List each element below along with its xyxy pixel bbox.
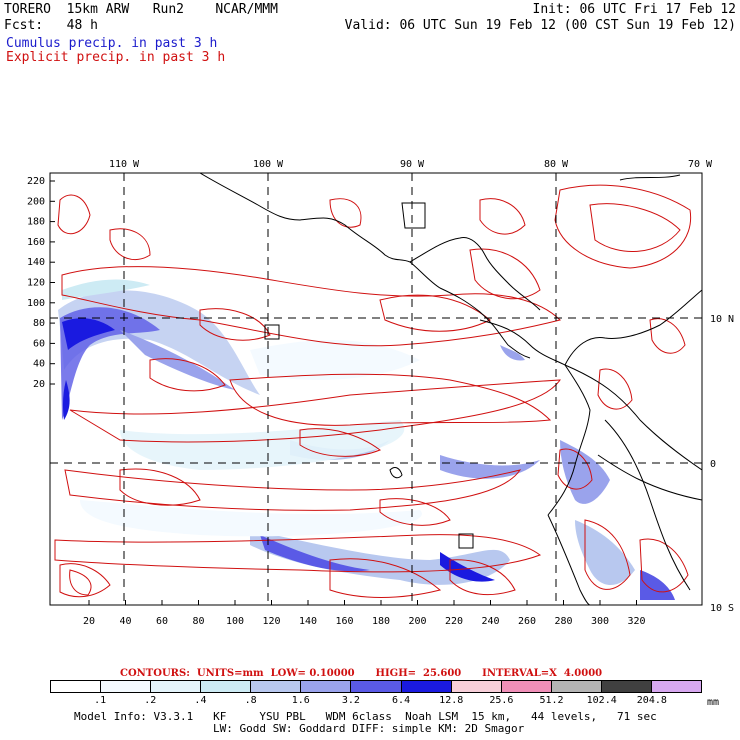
y-tick-label: 40 <box>33 359 45 370</box>
y-tick-label: 120 <box>27 278 45 289</box>
color-bar-segment <box>501 681 552 692</box>
x-tick-label: 180 <box>372 616 390 627</box>
color-bar-segment <box>401 681 452 692</box>
lat-label: 0 <box>710 459 716 470</box>
x-tick-label: 260 <box>518 616 536 627</box>
init-time: Init: 06 UTC Fri 17 Feb 12 <box>532 2 737 17</box>
y-tick-label: 60 <box>33 338 45 349</box>
y-tick-label: 20 <box>33 379 45 390</box>
plot-frame <box>49 172 703 606</box>
color-bar-segment <box>451 681 502 692</box>
color-bar-label: 102.4 <box>586 695 617 706</box>
color-bar-label: 25.6 <box>489 695 514 706</box>
valid-time: Valid: 06 UTC Sun 19 Feb 12 (00 CST Sun … <box>344 18 736 33</box>
y-tick-label: 100 <box>27 298 45 309</box>
x-tick-label: 100 <box>226 616 244 627</box>
y-tick-label: 200 <box>27 196 45 207</box>
y-tick-label: 180 <box>27 217 45 228</box>
cumulus-label: Cumulus precip. in past 3 h <box>6 36 218 51</box>
lon-label: 90 W <box>400 159 425 170</box>
x-tick-label: 220 <box>445 616 463 627</box>
y-axis-ticks: 220 200 180 160 140 120 100 80 60 40 20 <box>27 176 55 390</box>
color-bar-label: 12.8 <box>439 695 464 706</box>
color-bar-segment <box>101 681 152 692</box>
y-tick-label: 80 <box>33 318 45 329</box>
station-box <box>264 324 280 340</box>
color-bar-segment <box>201 681 252 692</box>
x-tick-label: 140 <box>299 616 317 627</box>
color-bar-label: .1 <box>94 695 107 706</box>
x-tick-label: 60 <box>156 616 168 627</box>
lon-label: 110 W <box>109 159 140 170</box>
color-bar-segment <box>51 681 102 692</box>
model-info-line2: LW: Godd SW: Goddard DIFF: simple KM: 2D… <box>213 722 525 735</box>
lon-label: 70 W <box>688 159 713 170</box>
color-bar-label: 6.4 <box>392 695 411 706</box>
color-bar-segment <box>351 681 402 692</box>
color-bar-label: .8 <box>244 695 257 706</box>
lat-label: 10 S <box>710 603 734 614</box>
model-info-line1: Model Info: V3.3.1 KF YSU PBL WDM 6class… <box>74 710 657 723</box>
x-tick-label: 40 <box>119 616 131 627</box>
color-bar-label: .4 <box>194 695 207 706</box>
cumulus-precip <box>58 279 675 600</box>
color-bar-segment <box>651 681 702 692</box>
color-bar-label: 204.8 <box>636 695 667 706</box>
x-tick-label: 160 <box>335 616 353 627</box>
x-tick-label: 300 <box>591 616 609 627</box>
x-tick-label: 20 <box>83 616 95 627</box>
lat-label: 10 N <box>710 314 734 325</box>
y-tick-label: 160 <box>27 237 45 248</box>
x-tick-label: 80 <box>192 616 204 627</box>
color-bar-segment <box>251 681 302 692</box>
color-bar-segment <box>551 681 602 692</box>
color-bar <box>50 680 702 693</box>
contour-legend-title: CONTOURS: UNITS=mm LOW= 0.10000 HIGH= 25… <box>120 668 603 679</box>
explicit-label: Explicit precip. in past 3 h <box>6 50 226 65</box>
color-bar-label: 3.2 <box>341 695 360 706</box>
x-axis-ticks: 20 40 60 80 100 120 140 160 180 200 220 240 260 280 30… <box>83 600 646 627</box>
lon-label: 80 W <box>544 159 569 170</box>
color-bar-segment <box>601 681 652 692</box>
y-tick-label: 220 <box>27 176 45 187</box>
station-box <box>458 533 474 549</box>
color-bar-segment <box>151 681 202 692</box>
precip-layer <box>50 173 702 605</box>
color-bar-label: .2 <box>144 695 157 706</box>
color-bar-segment <box>301 681 352 692</box>
forecast-hour: Fcst: 48 h <box>4 18 98 33</box>
model-title: TORERO 15km ARW Run2 NCAR/MMM <box>4 2 278 17</box>
x-tick-label: 200 <box>408 616 426 627</box>
color-bar-label: 1.6 <box>291 695 310 706</box>
color-bar-label: 51.2 <box>539 695 564 706</box>
y-tick-label: 140 <box>27 257 45 268</box>
explicit-precip-contours <box>54 184 692 598</box>
x-tick-label: 120 <box>262 616 280 627</box>
x-tick-label: 320 <box>627 616 645 627</box>
color-bar-unit: mm <box>706 697 720 708</box>
x-tick-label: 240 <box>481 616 499 627</box>
coastlines <box>199 173 702 605</box>
lat-lon-grid <box>50 173 702 605</box>
x-tick-label: 280 <box>554 616 572 627</box>
lon-label: 100 W <box>253 159 284 170</box>
